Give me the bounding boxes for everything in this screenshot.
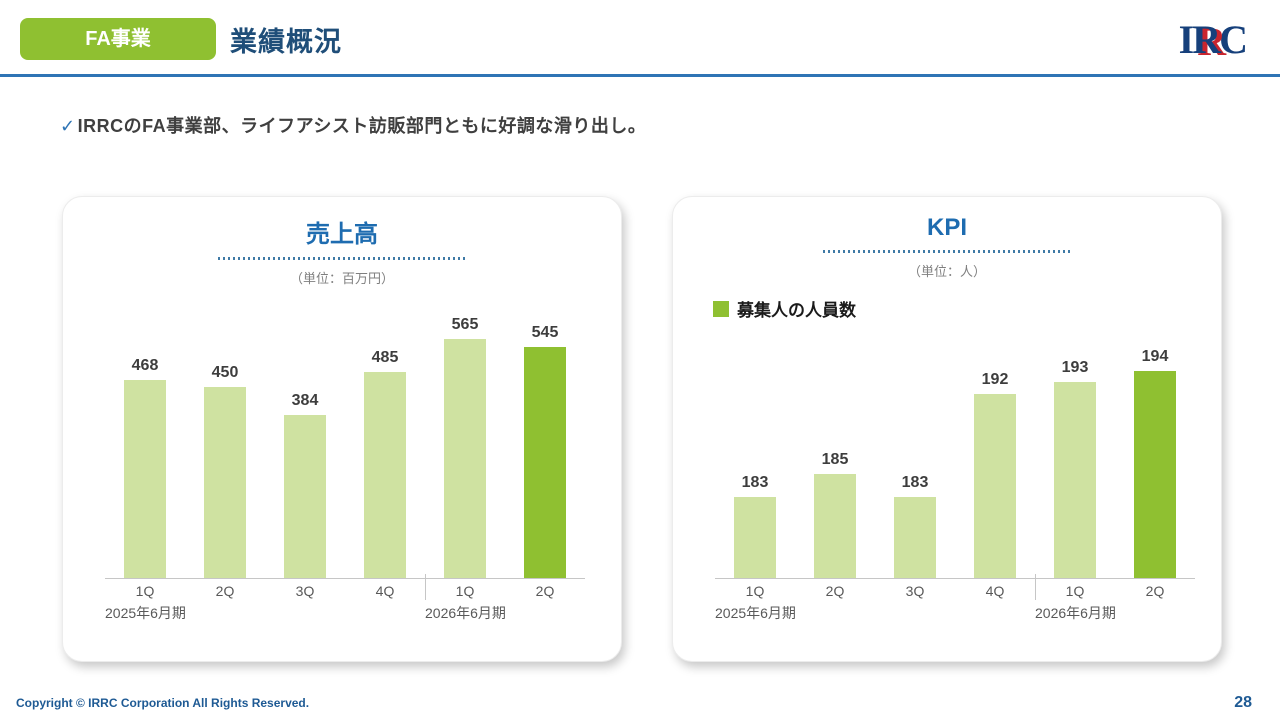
logo-letter-r-red-shadow: R xyxy=(1197,19,1226,64)
year-row: 2025年6月期 2026年6月期 xyxy=(715,603,1195,627)
bar-value-label: 183 xyxy=(741,474,769,491)
logo-letter-i: I xyxy=(1178,17,1195,62)
bar-value-label: 545 xyxy=(531,324,559,341)
header-divider xyxy=(0,74,1280,77)
bar-value-label: 193 xyxy=(1061,359,1089,376)
bar xyxy=(364,372,406,578)
bar-column: 468 xyxy=(105,328,185,578)
bar xyxy=(284,415,326,578)
quarter-label: 1Q xyxy=(1065,583,1085,599)
bar-value-label: 565 xyxy=(451,316,479,333)
bar xyxy=(814,474,856,578)
year-label: 2025年6月期 xyxy=(715,605,796,621)
copyright-text: Copyright © IRRC Corporation All Rights … xyxy=(16,696,310,710)
checkmark-icon: ✓ xyxy=(60,116,76,136)
quarter-label: 2Q xyxy=(1145,583,1165,599)
bar-column: 565 xyxy=(425,316,505,578)
bar-column: 183 xyxy=(715,348,795,578)
bar-value-label: 192 xyxy=(981,371,1009,388)
chart-title: 売上高 xyxy=(306,221,378,248)
bar xyxy=(124,380,166,578)
year-label: 2026年6月期 xyxy=(1035,605,1116,621)
legend-swatch-icon xyxy=(713,300,729,317)
quarter-label: 3Q xyxy=(905,583,925,599)
bar xyxy=(524,347,566,578)
bar-value-label: 384 xyxy=(291,392,319,409)
bar-value-label: 485 xyxy=(371,349,399,366)
bar-value-label: 185 xyxy=(821,451,849,468)
bar-column: 183 xyxy=(875,348,955,578)
chart-area: 183 185 183 192 193 194 1Q 2Q 3Q 4Q 1Q 2Q 2025年6月期… xyxy=(715,348,1195,627)
unit-label: （単位：人） xyxy=(907,264,986,279)
logo-letter-c: C xyxy=(1219,17,1248,62)
summary-bullet: ✓ IRRCのFA事業部、ライフアシスト訪販部門ともに好調な滑り出し。 xyxy=(60,112,646,138)
quarter-label: 1Q xyxy=(135,583,155,599)
year-row: 2025年6月期 2026年6月期 xyxy=(105,603,585,627)
quarter-label: 2Q xyxy=(215,583,235,599)
bar-column: 192 xyxy=(955,348,1035,578)
legend-label: 募集人の人員数 xyxy=(737,301,856,320)
plot-area: 183 185 183 192 193 194 xyxy=(715,348,1195,578)
year-group-tick xyxy=(1035,574,1036,600)
quarter-label: 2Q xyxy=(535,583,555,599)
kpi-chart-card: KPI （単位：人） 募集人の人員数 183 185 183 192 193 194 1Q… xyxy=(672,196,1222,662)
dotted-underline xyxy=(823,250,1071,253)
x-axis-line xyxy=(715,574,1195,600)
bar xyxy=(894,497,936,578)
bar xyxy=(974,394,1016,578)
bar-column: 185 xyxy=(795,348,875,578)
irc-logo: I R RC xyxy=(1178,17,1248,64)
section-badge: FA事業 xyxy=(20,18,216,60)
bar-column: 545 xyxy=(505,324,585,578)
quarter-label: 4Q xyxy=(985,583,1005,599)
page-title: 業績概況 xyxy=(230,27,342,57)
bar xyxy=(444,339,486,578)
chart-title: KPI xyxy=(926,214,967,241)
bar-column: 384 xyxy=(265,328,345,578)
quarter-row: 1Q 2Q 3Q 4Q 1Q 2Q xyxy=(105,579,585,603)
chart-legend: 募集人の人員数 xyxy=(713,296,1221,321)
bar-column: 485 xyxy=(345,328,425,578)
bar xyxy=(1054,382,1096,578)
bar xyxy=(1134,371,1176,578)
bar-value-label: 183 xyxy=(901,474,929,491)
quarter-label: 1Q xyxy=(745,583,765,599)
year-label: 2025年6月期 xyxy=(105,605,186,621)
bar-column: 450 xyxy=(185,328,265,578)
year-group-tick xyxy=(425,574,426,600)
unit-label: （単位：百万円） xyxy=(289,271,394,286)
plot-area: 468 450 384 485 565 545 xyxy=(105,316,585,578)
bar-value-label: 450 xyxy=(211,364,239,381)
quarter-label: 2Q xyxy=(825,583,845,599)
dotted-underline xyxy=(218,257,466,260)
quarter-row: 1Q 2Q 3Q 4Q 1Q 2Q xyxy=(715,579,1195,603)
x-axis-line xyxy=(105,574,585,600)
bar-value-label: 194 xyxy=(1141,348,1169,365)
summary-text: IRRCのFA事業部、ライフアシスト訪販部門ともに好調な滑り出し。 xyxy=(77,116,647,136)
bar-column: 194 xyxy=(1115,348,1195,578)
revenue-chart-card: 売上高 （単位：百万円） 468 450 384 485 565 545 1Q 2Q 3Q 4Q… xyxy=(62,196,622,662)
page-number: 28 xyxy=(1234,694,1252,711)
bar-column: 193 xyxy=(1035,348,1115,578)
bar xyxy=(204,387,246,578)
bar-value-label: 468 xyxy=(131,357,159,374)
year-label: 2026年6月期 xyxy=(425,605,506,621)
bar xyxy=(734,497,776,578)
quarter-label: 4Q xyxy=(375,583,395,599)
chart-area: 468 450 384 485 565 545 1Q 2Q 3Q 4Q 1Q 2Q 2025年6月期… xyxy=(105,316,585,627)
quarter-label: 3Q xyxy=(295,583,315,599)
quarter-label: 1Q xyxy=(455,583,475,599)
